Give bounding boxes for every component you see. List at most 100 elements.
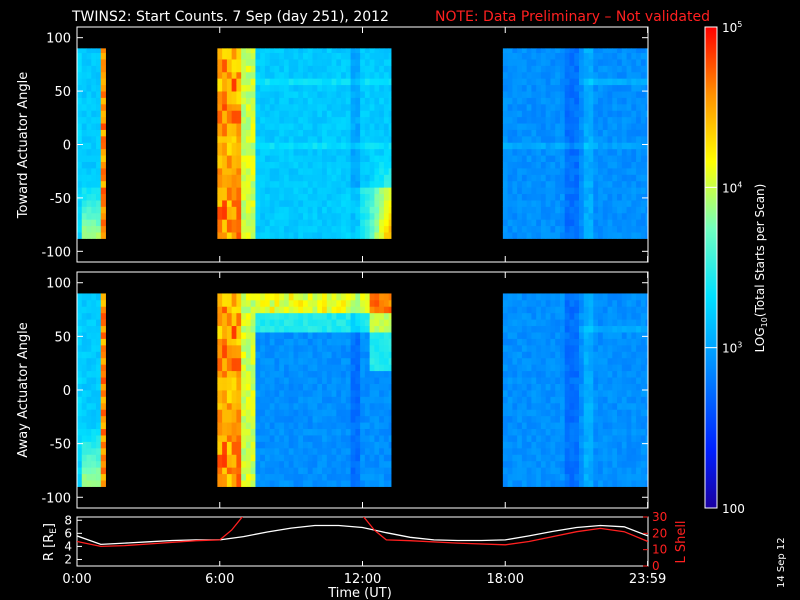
away-cell [231, 454, 237, 462]
away-cell [283, 357, 290, 365]
toward-cell [322, 206, 328, 214]
away-cell [331, 415, 337, 423]
away-cell [636, 467, 642, 475]
toward-cell [307, 148, 313, 156]
toward-cell [598, 161, 604, 169]
away-cell [303, 473, 309, 481]
toward-cell [100, 48, 106, 54]
toward-cell [96, 148, 102, 156]
toward-cell [236, 174, 242, 182]
away-cell [583, 312, 589, 320]
toward-cell [226, 161, 233, 169]
toward-ytick-label: -50 [50, 192, 71, 207]
toward-cell [574, 232, 580, 239]
toward-cell [96, 52, 102, 60]
away-cell [636, 428, 642, 436]
away-cell [545, 435, 551, 442]
toward-cell [91, 142, 97, 150]
away-cell [355, 435, 361, 442]
toward-cell [350, 219, 356, 227]
away-cell [260, 454, 266, 462]
toward-cell [621, 193, 627, 201]
toward-cell [564, 116, 570, 124]
away-cell [307, 306, 313, 314]
toward-cell [526, 97, 532, 105]
toward-cell [536, 135, 542, 143]
away-cell [555, 473, 561, 481]
away-cell [298, 415, 304, 423]
away-cell [617, 460, 623, 468]
toward-cell [612, 97, 618, 105]
away-cell [350, 344, 356, 352]
away-cell [531, 409, 537, 417]
away-cell [317, 409, 323, 417]
away-cell [322, 383, 328, 391]
away-cell [360, 415, 366, 423]
away-cell [91, 422, 97, 430]
away-cell [322, 402, 328, 410]
toward-cell [283, 200, 290, 207]
toward-cell [345, 206, 352, 214]
away-cell [317, 312, 323, 320]
away-cell [517, 293, 523, 301]
toward-cell [626, 97, 632, 105]
toward-cell [283, 161, 290, 169]
away-cell [355, 390, 361, 397]
away-cell [222, 435, 228, 442]
away-cell [226, 447, 233, 455]
away-cell [298, 325, 304, 333]
away-cell [269, 441, 275, 449]
toward-cell [612, 129, 618, 137]
toward-cell [86, 71, 92, 79]
away-cell [521, 454, 528, 462]
away-cell [621, 441, 627, 449]
away-cell [336, 390, 342, 397]
toward-cell [645, 59, 649, 66]
away-cell [636, 351, 642, 359]
away-cell [559, 396, 566, 404]
toward-cell [564, 193, 570, 201]
toward-cell [250, 123, 256, 130]
away-cell [640, 454, 647, 462]
toward-cell [564, 91, 570, 98]
away-cell [593, 325, 599, 333]
toward-cell [217, 142, 223, 150]
toward-cell [96, 59, 102, 66]
toward-cell [360, 123, 366, 130]
away-cell [269, 293, 275, 301]
away-cell [293, 473, 299, 481]
toward-cell [350, 116, 356, 124]
toward-cell [621, 110, 627, 118]
away-cell [260, 467, 266, 475]
toward-cell [502, 103, 509, 111]
toward-cell [91, 219, 97, 227]
toward-cell [326, 155, 332, 162]
away-cell [640, 319, 647, 327]
toward-cell [355, 219, 361, 227]
away-cell [241, 357, 247, 365]
toward-cell [264, 148, 271, 156]
away-cell [345, 467, 352, 475]
away-cell [598, 428, 604, 436]
away-cell [588, 441, 594, 449]
away-cell [226, 402, 233, 410]
toward-cell [86, 135, 92, 143]
away-cell [574, 312, 580, 320]
away-cell [607, 325, 613, 333]
toward-cell [507, 168, 513, 175]
away-cell [245, 454, 252, 462]
away-cell [288, 422, 294, 430]
away-cell [231, 344, 237, 352]
toward-cell [360, 59, 366, 66]
toward-cell [517, 161, 523, 169]
away-cell [217, 435, 223, 442]
away-cell [100, 435, 106, 442]
away-cell [621, 402, 627, 410]
away-cell [374, 306, 380, 314]
toward-cell [81, 219, 87, 227]
toward-cell [583, 206, 589, 214]
away-cell [521, 441, 528, 449]
away-cell [602, 480, 608, 487]
away-cell [593, 480, 599, 487]
away-cell [559, 480, 566, 487]
